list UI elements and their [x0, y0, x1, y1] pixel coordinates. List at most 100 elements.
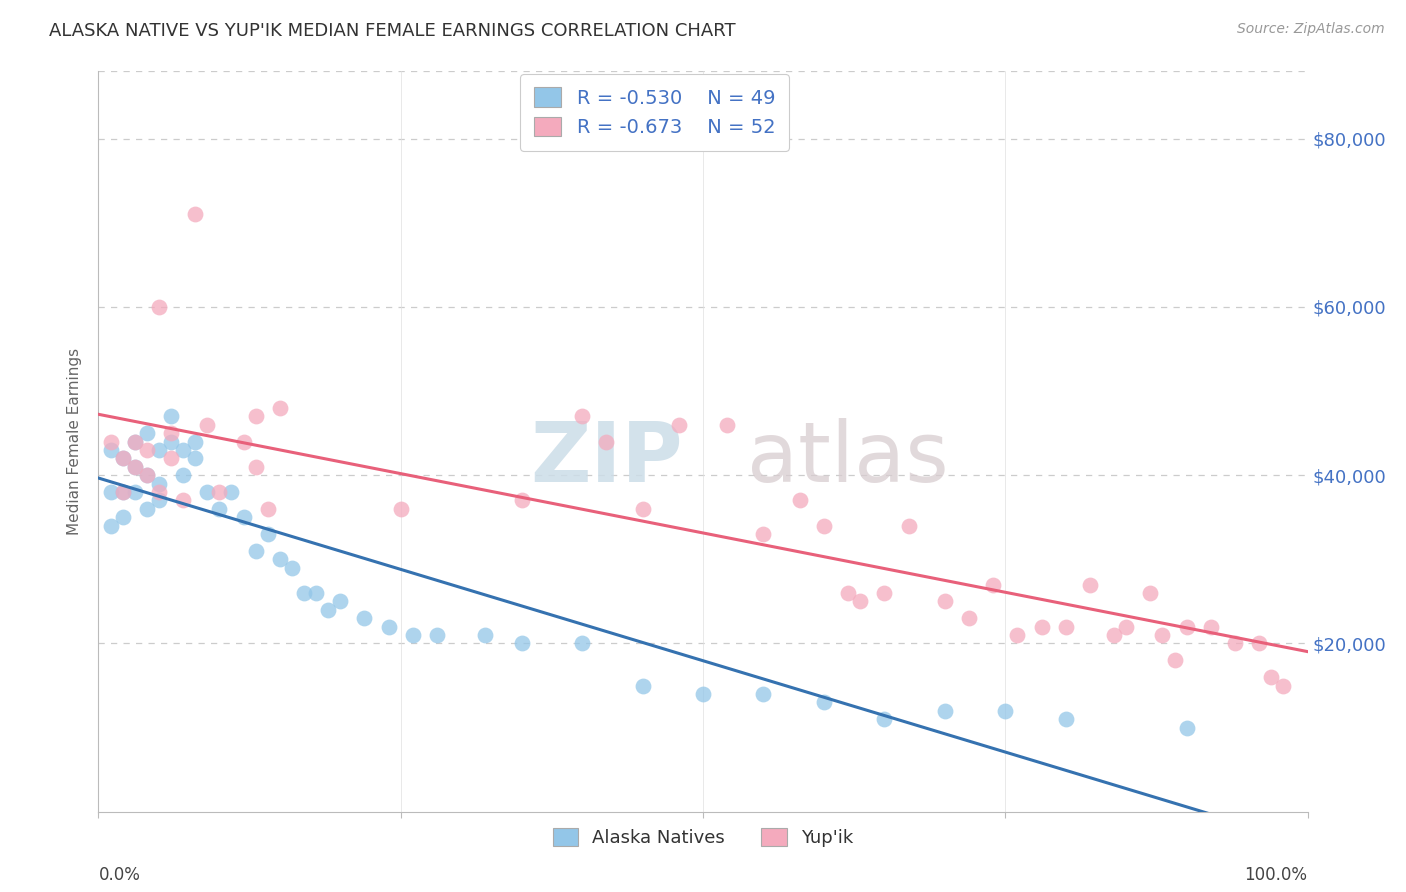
Point: [873, 712, 896, 726]
Point: [100, 442, 122, 457]
Point: [994, 704, 1017, 718]
Point: [1163, 653, 1185, 667]
Point: [160, 409, 183, 424]
Point: [172, 468, 194, 483]
Point: [148, 300, 170, 314]
Point: [184, 451, 207, 466]
Point: [292, 586, 315, 600]
Point: [208, 501, 231, 516]
Point: [389, 501, 412, 516]
Point: [474, 628, 496, 642]
Text: ZIP: ZIP: [530, 417, 682, 499]
Point: [111, 510, 134, 524]
Point: [692, 687, 714, 701]
Point: [377, 619, 399, 633]
Point: [1054, 712, 1077, 726]
Point: [221, 485, 243, 500]
Text: atlas: atlas: [747, 417, 949, 499]
Point: [1249, 636, 1271, 650]
Point: [752, 527, 775, 541]
Point: [1031, 619, 1053, 633]
Point: [1078, 577, 1101, 591]
Point: [124, 485, 146, 500]
Point: [837, 586, 859, 600]
Point: [135, 468, 157, 483]
Point: [305, 586, 328, 600]
Point: [195, 485, 218, 500]
Point: [184, 434, 207, 449]
Text: Source: ZipAtlas.com: Source: ZipAtlas.com: [1237, 22, 1385, 37]
Point: [849, 594, 872, 608]
Point: [148, 442, 170, 457]
Point: [245, 544, 267, 558]
Point: [111, 485, 134, 500]
Point: [172, 442, 194, 457]
Legend: Alaska Natives, Yup'ik: Alaska Natives, Yup'ik: [546, 821, 860, 855]
Point: [510, 636, 533, 650]
Point: [245, 409, 267, 424]
Point: [124, 434, 146, 449]
Text: 100.0%: 100.0%: [1244, 866, 1308, 884]
Point: [160, 426, 183, 441]
Point: [100, 485, 122, 500]
Point: [148, 493, 170, 508]
Point: [1102, 628, 1125, 642]
Point: [256, 527, 278, 541]
Point: [148, 485, 170, 500]
Point: [208, 485, 231, 500]
Point: [281, 560, 304, 574]
Point: [1175, 721, 1198, 735]
Point: [184, 207, 207, 221]
Point: [232, 510, 254, 524]
Point: [752, 687, 775, 701]
Point: [100, 434, 122, 449]
Point: [402, 628, 425, 642]
Point: [1199, 619, 1222, 633]
Point: [232, 434, 254, 449]
Point: [571, 636, 593, 650]
Point: [981, 577, 1004, 591]
Point: [160, 451, 183, 466]
Point: [957, 611, 980, 625]
Text: ALASKA NATIVE VS YUP'IK MEDIAN FEMALE EARNINGS CORRELATION CHART: ALASKA NATIVE VS YUP'IK MEDIAN FEMALE EA…: [49, 22, 735, 40]
Point: [934, 594, 956, 608]
Point: [172, 493, 194, 508]
Point: [1152, 628, 1174, 642]
Point: [510, 493, 533, 508]
Point: [111, 451, 134, 466]
Point: [1007, 628, 1029, 642]
Point: [135, 426, 157, 441]
Point: [160, 434, 183, 449]
Point: [1139, 586, 1161, 600]
Text: 0.0%: 0.0%: [98, 866, 141, 884]
Point: [124, 459, 146, 474]
Point: [269, 401, 291, 415]
Point: [873, 586, 896, 600]
Point: [1223, 636, 1246, 650]
Point: [1272, 679, 1295, 693]
Point: [111, 451, 134, 466]
Point: [269, 552, 291, 566]
Point: [813, 695, 835, 709]
Point: [316, 603, 339, 617]
Point: [668, 417, 690, 432]
Point: [135, 501, 157, 516]
Point: [1054, 619, 1077, 633]
Point: [631, 679, 654, 693]
Point: [135, 468, 157, 483]
Point: [353, 611, 375, 625]
Point: [256, 501, 278, 516]
Point: [716, 417, 738, 432]
Point: [813, 518, 835, 533]
Point: [1260, 670, 1282, 684]
Point: [426, 628, 449, 642]
Point: [148, 476, 170, 491]
Point: [245, 459, 267, 474]
Y-axis label: Median Female Earnings: Median Female Earnings: [67, 348, 83, 535]
Point: [1115, 619, 1137, 633]
Point: [329, 594, 352, 608]
Point: [934, 704, 956, 718]
Point: [631, 501, 654, 516]
Point: [595, 434, 617, 449]
Point: [195, 417, 218, 432]
